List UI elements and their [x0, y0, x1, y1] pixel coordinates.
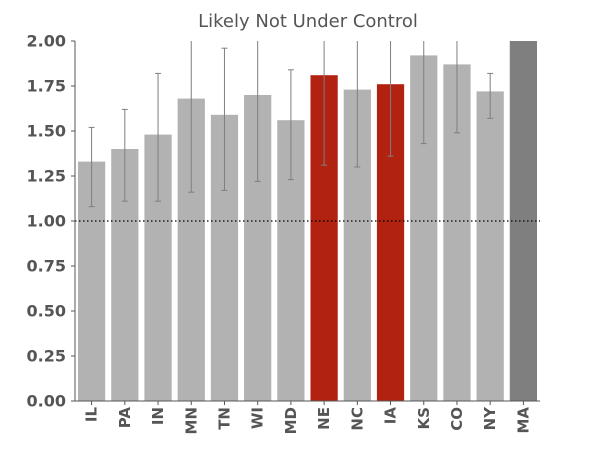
x-tick-label: IA [382, 407, 400, 425]
chart-title: Likely Not Under Control [198, 11, 418, 32]
x-tick-label: MA [514, 407, 532, 434]
y-tick-label: 1.75 [27, 77, 66, 96]
x-tick-label: IN [149, 407, 167, 425]
x-tick-label: MN [182, 407, 200, 434]
y-tick-label: 0.75 [27, 257, 66, 276]
x-tick-label: NC [348, 407, 366, 431]
y-ticks-group: 0.00 0.25 0.50 0.75 1.00 1.25 1.50 1.75 2.00 [27, 32, 75, 411]
y-tick-label: 0.50 [27, 302, 66, 321]
y-tick-label: 2.00 [27, 32, 66, 51]
x-tick-label: TN [215, 407, 233, 430]
bar-ny [476, 91, 504, 402]
x-tick-label: NE [315, 407, 333, 430]
x-tick-label: PA [116, 407, 134, 429]
y-tick-label: 1.50 [27, 122, 66, 141]
y-tick-label: 0.25 [27, 347, 66, 366]
y-tick-label: 1.00 [27, 212, 66, 231]
y-tick-label: 0.00 [27, 392, 66, 411]
x-tick-label: CO [448, 407, 466, 431]
error-bars-group [88, 41, 494, 208]
x-tick-label: MD [282, 407, 300, 434]
x-tick-label: KS [415, 407, 433, 429]
x-tick-label: WI [249, 407, 267, 429]
x-ticks-group: IL PA IN MN TN WI MD NE NC IA KS CO NY MA [83, 401, 532, 434]
y-tick-label: 1.25 [27, 167, 66, 186]
bars-group [77, 41, 538, 402]
x-tick-label: NY [481, 406, 499, 431]
x-tick-label: IL [83, 407, 101, 423]
